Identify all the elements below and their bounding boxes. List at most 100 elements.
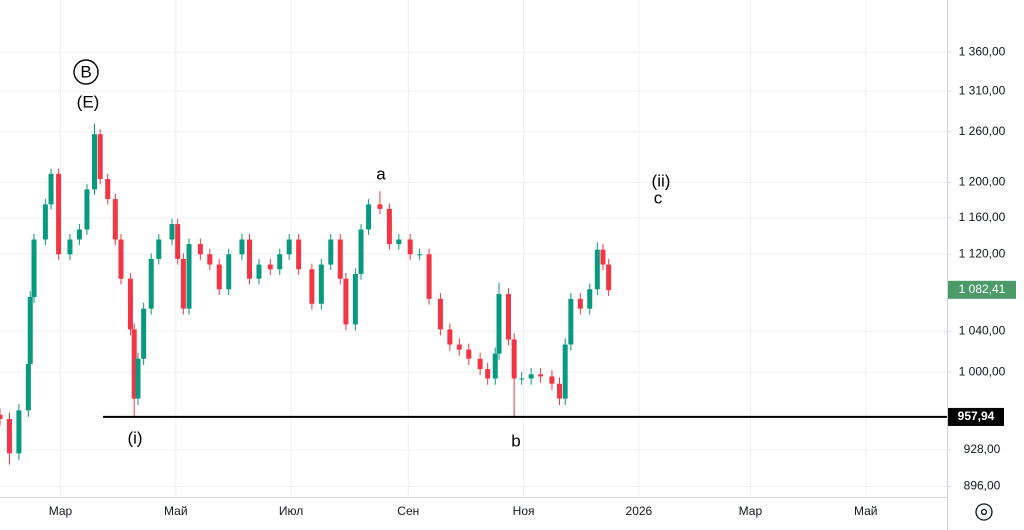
wave-annotation: a xyxy=(376,164,386,183)
candle-body xyxy=(600,249,606,265)
wave-annotation: B xyxy=(80,62,91,81)
candle-body xyxy=(407,239,413,255)
wave-annotation: (E) xyxy=(77,92,100,111)
candle-body xyxy=(343,278,349,325)
candle-body xyxy=(42,204,48,240)
candle-body xyxy=(437,298,443,330)
candle-body xyxy=(386,208,392,245)
candle-body xyxy=(562,344,568,399)
candle-body xyxy=(92,134,98,190)
x-tick-label: Сен xyxy=(397,504,419,518)
y-tick-label: 1 360,00 xyxy=(959,44,1006,58)
candle-body xyxy=(485,369,491,379)
last-price-tag xyxy=(948,280,1016,299)
candle-body xyxy=(48,173,54,205)
candle-body xyxy=(131,329,137,399)
candle-body xyxy=(156,239,162,259)
candle-body xyxy=(207,254,213,265)
candle-body xyxy=(141,308,147,359)
y-tick-label: 928,00 xyxy=(964,442,1001,456)
candle-body xyxy=(492,353,498,379)
candle-body xyxy=(352,273,358,325)
candle-body xyxy=(67,239,73,255)
candle-body xyxy=(594,249,600,290)
candle-body xyxy=(366,204,372,230)
candle-body xyxy=(105,179,111,200)
candle-body xyxy=(135,358,141,399)
candle-body xyxy=(25,363,31,411)
x-tick-label: Ноя xyxy=(513,504,535,518)
y-tick-label: 1 040,00 xyxy=(959,324,1006,338)
candle-body xyxy=(318,264,324,304)
candle-body xyxy=(358,229,364,274)
candle-body xyxy=(267,264,273,270)
candle-body xyxy=(606,264,612,291)
support-price-tag xyxy=(948,407,1004,426)
candle-body xyxy=(519,378,525,380)
candle-body xyxy=(309,269,315,304)
wave-annotation: (ii) xyxy=(652,171,671,190)
candle-body xyxy=(6,419,12,454)
candle-body xyxy=(528,374,534,379)
x-tick-label: Мар xyxy=(49,504,73,518)
last-price-label: 1 082,41 xyxy=(959,282,1006,296)
candle-body xyxy=(328,239,334,265)
candle-body xyxy=(97,134,103,180)
grid xyxy=(0,0,947,497)
x-tick-label: Май xyxy=(854,504,878,518)
candle-body xyxy=(277,254,283,270)
y-tick-label: 1 120,00 xyxy=(959,246,1006,260)
candle-body xyxy=(456,344,462,350)
candle-body xyxy=(186,244,192,309)
candle-body xyxy=(76,229,82,240)
y-tick-label: 1 160,00 xyxy=(959,210,1006,224)
candle-body xyxy=(377,204,383,209)
y-tick-label: 1 310,00 xyxy=(959,83,1006,97)
candle-body xyxy=(118,239,124,279)
candle-body xyxy=(127,278,133,330)
candle-body xyxy=(256,264,262,279)
candle-body xyxy=(247,239,253,279)
candle-body xyxy=(112,199,118,240)
candle-body xyxy=(417,254,423,256)
candle-body xyxy=(286,239,292,255)
candle-body xyxy=(180,258,186,309)
x-tick-label: Июл xyxy=(279,504,303,518)
wave-annotation: (i) xyxy=(127,428,142,447)
candle-body xyxy=(577,298,583,309)
candle-body xyxy=(426,254,432,299)
candle-body xyxy=(568,298,574,345)
y-tick-label: 1 200,00 xyxy=(959,175,1006,189)
y-tick-label: 1 260,00 xyxy=(959,124,1006,138)
candle-body xyxy=(16,410,22,454)
candle-body xyxy=(549,376,555,384)
candle-body xyxy=(175,224,181,259)
candle-body xyxy=(296,239,302,270)
candle-body xyxy=(27,296,33,364)
candle-body xyxy=(148,258,154,309)
candle-body xyxy=(466,349,472,359)
candle-body xyxy=(84,189,90,230)
candle-body xyxy=(239,239,245,255)
candle-body xyxy=(396,239,402,245)
support-price-label: 957,94 xyxy=(958,409,995,423)
candle-body xyxy=(511,339,517,379)
x-tick-label: 2026 xyxy=(626,504,653,518)
y-tick-label: 896,00 xyxy=(964,479,1001,493)
candle-body xyxy=(197,244,203,255)
candle-body xyxy=(447,329,453,345)
annotation-circle xyxy=(73,59,99,85)
candle-body xyxy=(557,383,563,399)
wave-annotation: b xyxy=(511,431,520,450)
candle-body xyxy=(587,289,593,309)
candle-body xyxy=(337,239,343,279)
candle-body xyxy=(505,294,511,340)
y-tick-label: 1 000,00 xyxy=(959,364,1006,378)
candle-body xyxy=(56,173,62,255)
x-tick-label: Май xyxy=(164,504,188,518)
settings-button[interactable] xyxy=(975,503,993,521)
wave-annotation: c xyxy=(654,188,663,207)
